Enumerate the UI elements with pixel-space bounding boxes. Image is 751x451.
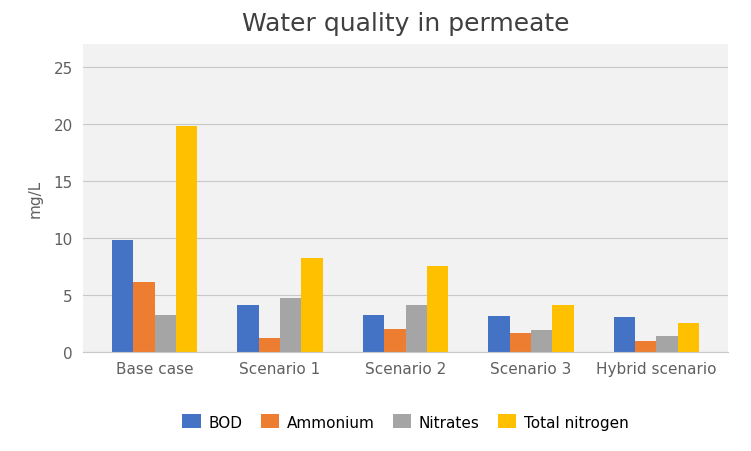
Bar xyxy=(510,334,531,352)
Bar xyxy=(406,305,427,352)
Title: Water quality in permeate: Water quality in permeate xyxy=(242,12,569,36)
Bar xyxy=(427,267,448,352)
Bar xyxy=(176,127,198,352)
Bar xyxy=(385,329,406,352)
Bar xyxy=(259,338,280,352)
Bar xyxy=(363,315,385,352)
Bar xyxy=(678,323,699,352)
Bar xyxy=(488,317,510,352)
Bar xyxy=(635,341,656,352)
Bar xyxy=(237,305,259,352)
Bar xyxy=(112,240,133,352)
Bar xyxy=(531,330,552,352)
Bar xyxy=(656,336,678,352)
Legend: BOD, Ammonium, Nitrates, Total nitrogen: BOD, Ammonium, Nitrates, Total nitrogen xyxy=(176,409,635,436)
Bar xyxy=(614,318,635,352)
Bar xyxy=(155,315,176,352)
Bar xyxy=(133,282,155,352)
Bar xyxy=(301,258,323,352)
Y-axis label: mg/L: mg/L xyxy=(28,179,43,217)
Bar xyxy=(552,305,574,352)
Bar xyxy=(280,299,301,352)
